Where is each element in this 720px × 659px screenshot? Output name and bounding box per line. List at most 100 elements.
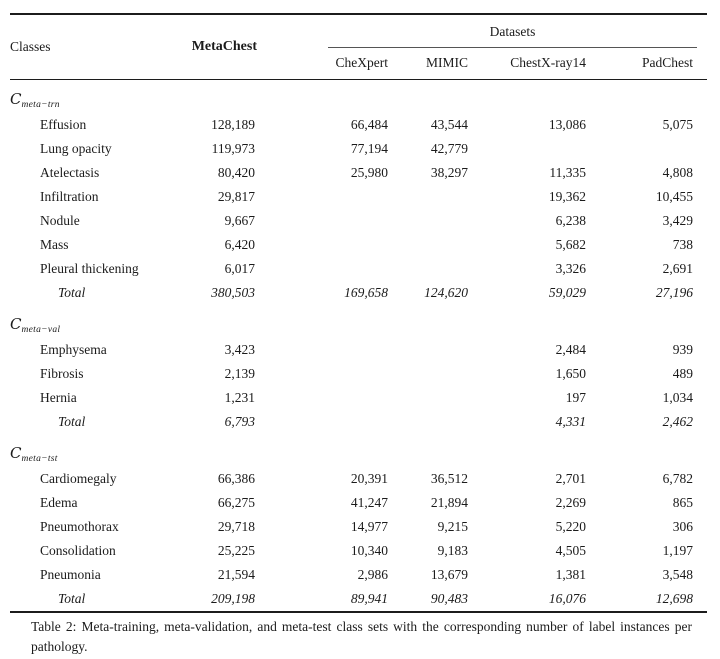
datasets-group-label: Datasets bbox=[328, 24, 698, 48]
pathology-name: Emphysema bbox=[40, 341, 107, 357]
meta-class-sets-table: Classes MetaChest Datasets CheXpert MIMI… bbox=[10, 13, 708, 613]
padchest-total: 27,196 bbox=[655, 284, 694, 300]
table-row: Effusion 128,189 66,484 43,544 13,086 5,… bbox=[10, 113, 707, 137]
header-row-datasets: CheXpert MIMIC ChestX-ray14 PadChest bbox=[10, 48, 708, 80]
chexpert-value bbox=[269, 257, 402, 281]
padchest-value: 2,691 bbox=[662, 260, 694, 276]
table-row: Pneumothorax 29,718 14,977 9,215 5,220 3… bbox=[10, 515, 707, 539]
padchest-value: 6,782 bbox=[662, 470, 694, 486]
padchest-total: 2,462 bbox=[662, 413, 694, 429]
mimic-value: 9,215 bbox=[437, 518, 468, 534]
table-header: Classes MetaChest Datasets CheXpert MIMI… bbox=[10, 14, 708, 80]
mimic-value bbox=[402, 257, 482, 281]
column-header-mimic: MIMIC bbox=[402, 48, 482, 80]
chexpert-value bbox=[269, 209, 402, 233]
padchest-value bbox=[600, 137, 707, 161]
class-set-symbol: C bbox=[10, 443, 22, 462]
chestxray14-value: 2,484 bbox=[555, 341, 586, 357]
mimic-value: 42,779 bbox=[430, 140, 468, 156]
section-header-row: Cmeta−trn bbox=[10, 79, 707, 113]
chestxray14-value: 5,220 bbox=[555, 518, 586, 534]
table-row: Mass 6,420 5,682 738 bbox=[10, 233, 707, 257]
padchest-value: 3,429 bbox=[662, 212, 694, 228]
table-row: Consolidation 25,225 10,340 9,183 4,505 … bbox=[10, 539, 707, 563]
chestxray14-total: 59,029 bbox=[548, 284, 586, 300]
metachest-value: 6,420 bbox=[224, 236, 255, 252]
table-caption: Table 2: Meta-training, meta-validation,… bbox=[31, 619, 692, 654]
table-row: Pleural thickening 6,017 3,326 2,691 bbox=[10, 257, 707, 281]
chexpert-value: 25,980 bbox=[350, 164, 388, 180]
total-label: Total bbox=[58, 413, 86, 429]
class-set-symbol: C bbox=[10, 89, 22, 108]
padchest-value: 3,548 bbox=[662, 566, 694, 582]
padchest-value: 5,075 bbox=[662, 116, 694, 132]
table-row: Fibrosis 2,139 1,650 489 bbox=[10, 362, 707, 386]
chestxray14-total: 16,076 bbox=[548, 590, 586, 606]
chestxray14-value: 1,650 bbox=[555, 365, 586, 381]
pathology-name: Consolidation bbox=[40, 542, 116, 558]
column-header-chestxray14: ChestX-ray14 bbox=[482, 48, 600, 80]
mimic-total: 90,483 bbox=[430, 590, 468, 606]
pathology-name: Mass bbox=[40, 236, 69, 252]
chexpert-value: 20,391 bbox=[350, 470, 388, 486]
chexpert-total bbox=[269, 410, 402, 434]
pathology-name: Atelectasis bbox=[40, 164, 100, 180]
metachest-value: 29,817 bbox=[217, 188, 255, 204]
mimic-value: 13,679 bbox=[430, 566, 468, 582]
metachest-value: 128,189 bbox=[211, 116, 255, 132]
metachest-value: 3,423 bbox=[224, 341, 255, 357]
chexpert-value bbox=[269, 362, 402, 386]
chexpert-value bbox=[269, 233, 402, 257]
padchest-value: 4,808 bbox=[662, 164, 694, 180]
class-set-subscript: meta−tst bbox=[21, 453, 58, 464]
chestxray14-value: 2,269 bbox=[555, 494, 586, 510]
pathology-name: Nodule bbox=[40, 212, 80, 228]
metachest-total: 6,793 bbox=[224, 413, 255, 429]
chestxray14-value: 19,362 bbox=[548, 188, 586, 204]
chexpert-total: 89,941 bbox=[350, 590, 388, 606]
chestxray14-value: 3,326 bbox=[555, 260, 586, 276]
table-row: Emphysema 3,423 2,484 939 bbox=[10, 338, 707, 362]
section-label: Cmeta−trn bbox=[10, 79, 707, 113]
chexpert-value: 14,977 bbox=[350, 518, 388, 534]
metachest-value: 21,594 bbox=[217, 566, 255, 582]
class-set-subscript: meta−trn bbox=[21, 99, 60, 110]
chexpert-value bbox=[269, 386, 402, 410]
metachest-value: 80,420 bbox=[217, 164, 255, 180]
pathology-name: Pneumonia bbox=[40, 566, 101, 582]
mimic-value: 36,512 bbox=[430, 470, 468, 486]
section-header-row: Cmeta−tst bbox=[10, 434, 707, 467]
metachest-value: 2,139 bbox=[224, 365, 255, 381]
mimic-value bbox=[402, 185, 482, 209]
table-body: Cmeta−trn Effusion 128,189 66,484 43,544… bbox=[10, 79, 707, 612]
table-container: Classes MetaChest Datasets CheXpert MIMI… bbox=[10, 13, 708, 613]
table-row: Cardiomegaly 66,386 20,391 36,512 2,701 … bbox=[10, 467, 707, 491]
chestxray14-value: 6,238 bbox=[555, 212, 586, 228]
column-header-metachest: MetaChest bbox=[174, 14, 269, 80]
pathology-name: Pleural thickening bbox=[40, 260, 139, 276]
chexpert-value bbox=[269, 338, 402, 362]
padchest-value: 489 bbox=[672, 365, 694, 381]
chestxray14-value: 197 bbox=[565, 389, 586, 405]
metachest-value: 25,225 bbox=[217, 542, 255, 558]
chexpert-value: 41,247 bbox=[350, 494, 388, 510]
total-label: Total bbox=[58, 284, 86, 300]
chexpert-value: 66,484 bbox=[350, 116, 388, 132]
metachest-total: 380,503 bbox=[211, 284, 255, 300]
mimic-value: 9,183 bbox=[437, 542, 468, 558]
mimic-value bbox=[402, 386, 482, 410]
chexpert-value: 2,986 bbox=[357, 566, 388, 582]
table-row: Pneumonia 21,594 2,986 13,679 1,381 3,54… bbox=[10, 563, 707, 587]
mimic-total bbox=[402, 410, 482, 434]
chexpert-value bbox=[269, 185, 402, 209]
padchest-total: 12,698 bbox=[655, 590, 694, 606]
total-row: Total 209,198 89,941 90,483 16,076 12,69… bbox=[10, 587, 707, 612]
table-row: Atelectasis 80,420 25,980 38,297 11,335 … bbox=[10, 161, 707, 185]
total-row: Total 6,793 4,331 2,462 bbox=[10, 410, 707, 434]
table-row: Edema 66,275 41,247 21,894 2,269 865 bbox=[10, 491, 707, 515]
chestxray14-value: 5,682 bbox=[555, 236, 586, 252]
metachest-value: 66,386 bbox=[217, 470, 255, 486]
chestxray14-value: 13,086 bbox=[548, 116, 586, 132]
chestxray14-value: 1,381 bbox=[555, 566, 586, 582]
section-label: Cmeta−val bbox=[10, 305, 707, 338]
